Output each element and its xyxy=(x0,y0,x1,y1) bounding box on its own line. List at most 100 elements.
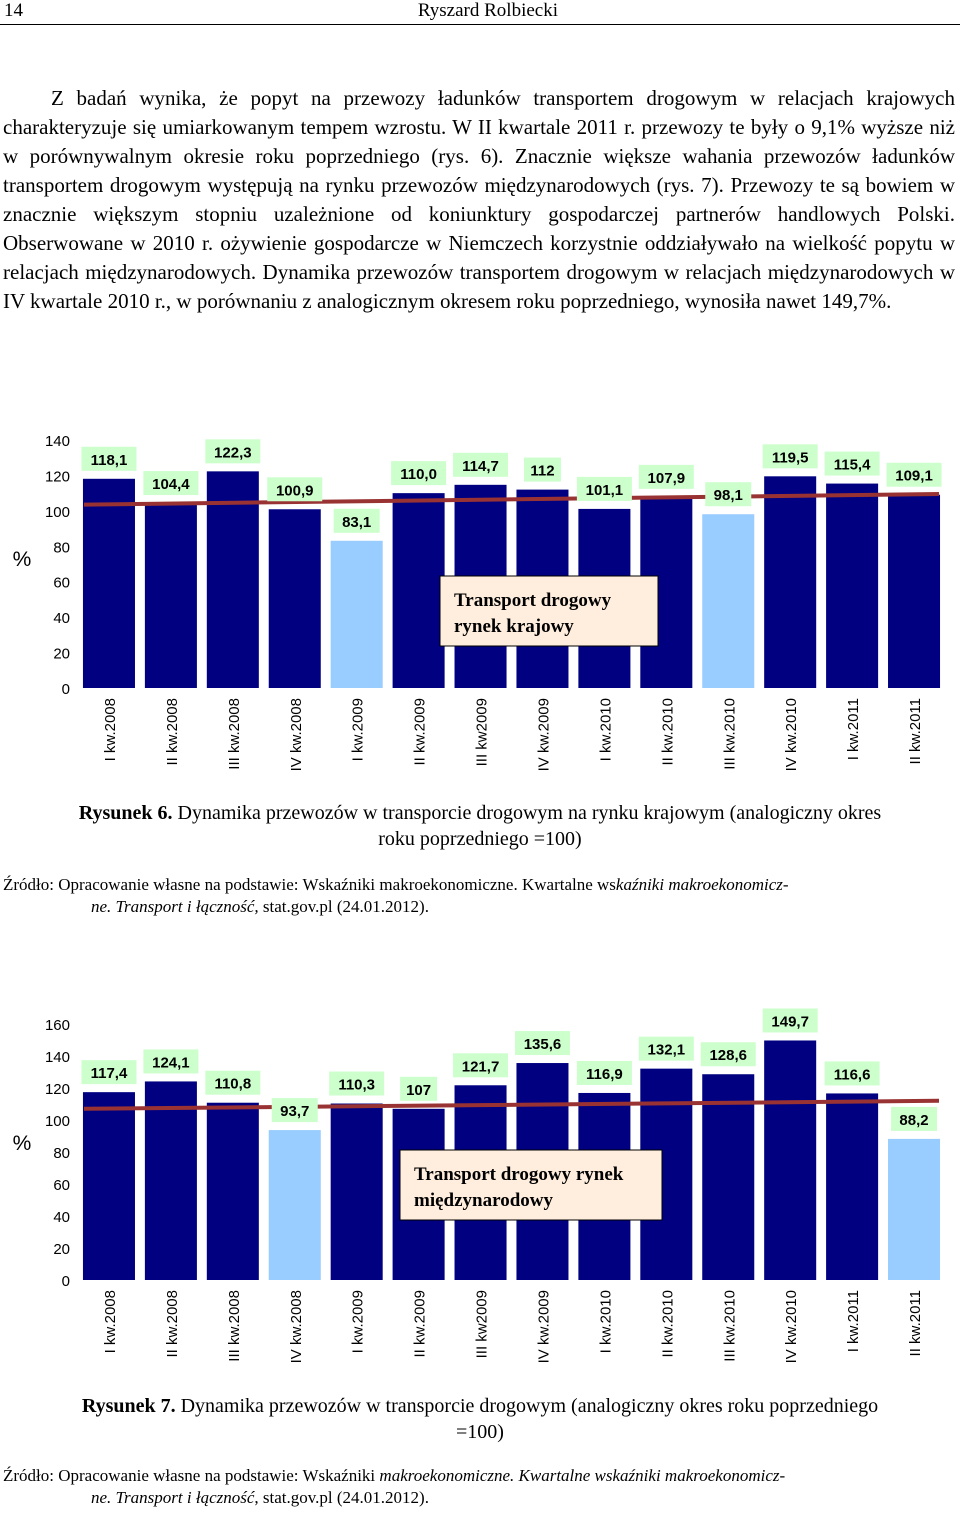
value-label-group: 109,1 xyxy=(886,462,942,487)
figure-7-caption-line2: =100) xyxy=(456,1421,504,1443)
x-tick-label: I kw.2008 xyxy=(102,1290,119,1353)
x-tick-label: III kw.2010 xyxy=(721,698,738,770)
value-label: 93,7 xyxy=(280,1103,309,1120)
y-axis-label: % xyxy=(13,1132,32,1155)
value-label-bg xyxy=(762,444,818,469)
value-label: 112 xyxy=(530,463,554,480)
bar-II-kw.2008 xyxy=(144,1081,197,1280)
x-tick-label: II kw.2009 xyxy=(412,698,429,766)
figure-6-chart: 0 20 40 60 80 100 120 140% 118,1 104,4 122,3 100,9 8… xyxy=(0,418,960,793)
y-tick-label: 40 xyxy=(53,610,70,627)
value-label: 109,1 xyxy=(895,468,933,485)
value-label: 121,7 xyxy=(462,1058,500,1075)
figure-6-source-c: kaźniki makroekonomicz- xyxy=(615,875,789,894)
value-label: 83,1 xyxy=(342,514,371,531)
value-label-group: 100,9 xyxy=(267,477,323,502)
figure-7-chart: 0 20 40 60 80 100 120 140 160% 117,4 124,1 110,8 93,… xyxy=(0,1000,960,1375)
value-label-bg xyxy=(576,476,632,501)
figure-6-source-b: makroekonomiczne. Kwartalne ws xyxy=(379,875,616,894)
y-tick-label: 20 xyxy=(53,646,70,663)
bar-IV-kw.2010 xyxy=(764,1040,817,1280)
y-tick-label: 100 xyxy=(45,1113,70,1130)
value-label-bg xyxy=(271,1098,318,1123)
value-label: 107,9 xyxy=(648,470,686,487)
value-label-bg xyxy=(523,457,561,482)
x-tick-label: III kw.2008 xyxy=(226,1290,243,1362)
value-label: 88,2 xyxy=(899,1112,928,1129)
value-label-bg xyxy=(205,439,261,464)
value-label-bg xyxy=(886,462,942,487)
x-tick-label: IV kw.2009 xyxy=(535,1290,552,1363)
x-tick-label: IV kw.2008 xyxy=(288,698,305,771)
figure-7-caption-line1: Dynamika przewozów w transporcie drogowy… xyxy=(180,1395,879,1417)
value-label-bg xyxy=(576,1060,632,1085)
value-label-bg xyxy=(205,1070,261,1095)
value-label-bg xyxy=(453,452,509,477)
running-author: Ryszard Rolbiecki xyxy=(417,0,558,21)
bar-II-kw.2008 xyxy=(144,503,197,688)
bar-I-kw.2011 xyxy=(826,1093,879,1280)
x-tick-label: I kw.2010 xyxy=(597,698,614,761)
value-label-bg xyxy=(891,1106,938,1131)
value-label-group: 110,8 xyxy=(205,1070,261,1095)
value-label-bg xyxy=(400,1076,438,1101)
x-tick-label: II kw.2011 xyxy=(907,1290,924,1356)
x-tick-label: III kw2009 xyxy=(474,698,491,766)
value-label-bg xyxy=(143,1049,199,1074)
bar-II-kw.2011 xyxy=(888,494,941,688)
value-label-bg xyxy=(638,1036,694,1061)
x-tick-label: I kw.2011 xyxy=(845,698,862,760)
value-label: 115,4 xyxy=(834,457,871,474)
value-label-bg xyxy=(700,1042,756,1067)
value-label-bg xyxy=(705,482,752,507)
value-label-group: 110,3 xyxy=(329,1071,385,1096)
value-label-group: 135,6 xyxy=(514,1031,570,1056)
y-tick-label: 0 xyxy=(62,681,70,698)
x-tick-label: II kw.2010 xyxy=(659,698,676,766)
y-tick-label: 120 xyxy=(45,468,70,485)
x-tick-label: II kw.2008 xyxy=(164,1290,181,1358)
x-tick-label: I kw.2010 xyxy=(597,1290,614,1353)
value-label: 116,6 xyxy=(834,1066,871,1083)
value-label-bg xyxy=(824,1061,880,1086)
value-label: 104,4 xyxy=(152,476,190,493)
value-label-group: 101,1 xyxy=(576,476,632,501)
value-label-group: 98,1 xyxy=(705,482,752,507)
bar-III-kw.2010 xyxy=(702,514,755,688)
annotation-text: rynek krajowy xyxy=(454,616,574,637)
figure-7-caption: Rysunek 7. Dynamika przewozów w transpor… xyxy=(0,1393,960,1445)
y-tick-label: 120 xyxy=(45,1081,70,1098)
y-tick-label: 160 xyxy=(45,1017,70,1034)
x-tick-label: II kw.2009 xyxy=(412,1290,429,1358)
value-label-group: 116,9 xyxy=(576,1060,632,1085)
x-tick-label: III kw2009 xyxy=(474,1290,491,1358)
bar-I-kw.2011 xyxy=(826,483,879,688)
value-label-group: 121,7 xyxy=(453,1053,509,1078)
value-label: 100,9 xyxy=(276,482,314,499)
value-label: 117,4 xyxy=(91,1065,128,1082)
x-tick-label: II kw.2008 xyxy=(164,698,181,766)
value-label: 149,7 xyxy=(771,1013,809,1030)
x-tick-label: I kw.2008 xyxy=(102,698,119,761)
value-label-bg xyxy=(514,1031,570,1056)
bar-III-kw.2010 xyxy=(702,1074,755,1280)
value-label: 132,1 xyxy=(648,1042,686,1059)
figure-6-source-a: Źródło: Opracowanie własne na podstawie:… xyxy=(3,875,380,894)
annotation-text: Transport drogowy xyxy=(454,590,612,611)
chart-svg-1: 0 20 40 60 80 100 120 140% 118,1 104,4 122,3 100,9 8… xyxy=(13,433,942,771)
y-tick-label: 100 xyxy=(45,504,70,521)
value-label-group: 119,5 xyxy=(762,444,818,469)
value-label-bg xyxy=(81,1060,137,1085)
bar-IV-kw.2010 xyxy=(764,476,817,688)
annotation-box xyxy=(399,1149,663,1221)
figure-7-source-e: , stat.gov.pl (24.01.2012). xyxy=(254,1488,429,1507)
value-label-group: 116,6 xyxy=(824,1061,880,1086)
x-tick-label: II kw.2011 xyxy=(907,698,924,764)
y-tick-label: 40 xyxy=(53,1209,70,1226)
value-label: 118,1 xyxy=(91,452,128,469)
value-label: 110,3 xyxy=(338,1077,375,1094)
bar-I-kw.2008 xyxy=(82,1092,135,1280)
value-label: 114,7 xyxy=(462,458,499,475)
value-label: 122,3 xyxy=(214,444,252,461)
value-label: 101,1 xyxy=(586,482,624,499)
